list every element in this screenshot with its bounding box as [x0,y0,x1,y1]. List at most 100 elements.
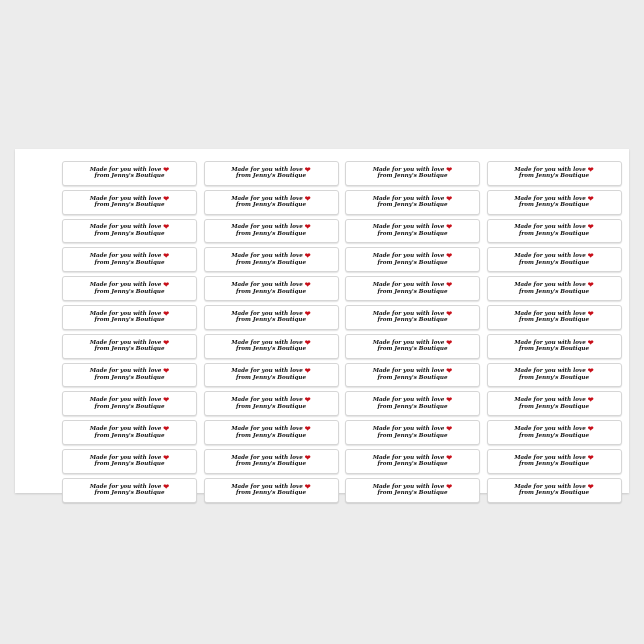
label-line-1: Made for you with love [231,454,303,461]
label: Made for you with love ❤ from Jenny's Bo… [62,247,197,273]
label: Made for you with love ❤ from Jenny's Bo… [345,333,480,359]
heart-icon: ❤ [304,164,311,174]
label-line-2: from Jenny's Boutique [94,461,165,468]
label-line-1-row: Made for you with love ❤ [90,368,169,375]
label-line-1-row: Made for you with love ❤ [231,224,310,231]
label: Made for you with love ❤ from Jenny's Bo… [62,477,197,503]
label: Made for you with love ❤ from Jenny's Bo… [486,189,622,215]
label: Made for you with love ❤ from Jenny's Bo… [203,218,339,244]
heart-icon: ❤ [446,222,453,232]
label-line-1-row: Made for you with love ❤ [231,425,310,433]
label-line-1: Made for you with love [514,281,586,288]
label-line-1-row: Made for you with love ❤ [231,395,311,405]
label-line-1: Made for you with love [372,368,445,375]
label: Made for you with love ❤ from Jenny's Bo… [203,333,339,359]
label-line-1: Made for you with love [89,454,162,461]
label: Made for you with love ❤ from Jenny's Bo… [203,448,339,474]
heart-icon: ❤ [304,279,311,289]
label-line-1-row: Made for you with love ❤ [373,483,452,491]
heart-icon: ❤ [587,308,594,318]
label: Made for you with love ❤ from Jenny's Bo… [203,477,339,503]
label-line-1-row: Made for you with love ❤ [372,454,452,462]
label-line-2: from Jenny's Boutique [235,461,307,468]
label-line-2: from Jenny's Boutique [235,432,307,439]
label-line-1-row: Made for you with love ❤ [373,368,452,375]
label-line-1-row: Made for you with love ❤ [514,337,594,347]
label: Made for you with love ❤ from Jenny's Bo… [345,362,480,388]
label-line-1: Made for you with love [514,166,586,173]
label: Made for you with love ❤ from Jenny's Bo… [203,161,339,186]
label-line-1-row: Made for you with love ❤ [231,483,310,491]
label-line-1: Made for you with love [89,425,162,432]
label-line-1: Made for you with love [514,483,586,490]
heart-icon: ❤ [446,395,453,405]
label-line-2: from Jenny's Boutique [518,490,590,497]
label: Made for you with love ❤ from Jenny's Bo… [486,161,622,186]
label-line-2: from Jenny's Boutique [377,432,448,439]
label-line-1-row: Made for you with love ❤ [514,164,594,174]
label-line-2: from Jenny's Boutique [94,202,165,209]
heart-icon: ❤ [587,164,594,174]
label-line-1-row: Made for you with love ❤ [373,308,453,318]
heart-icon: ❤ [163,308,170,318]
label: Made for you with love ❤ from Jenny's Bo… [62,420,197,445]
label-line-2: from Jenny's Boutique [94,288,165,295]
label: Made for you with love ❤ from Jenny's Bo… [486,391,622,417]
label-line-2: from Jenny's Boutique [377,461,448,468]
label: Made for you with love ❤ from Jenny's Bo… [486,448,622,474]
label-sheet: Made for you with love ❤ from Jenny's Bo… [15,149,629,503]
heart-icon: ❤ [587,337,594,347]
heart-icon: ❤ [163,481,170,491]
label-line-1-row: Made for you with love ❤ [373,166,452,174]
label-line-2: from Jenny's Boutique [377,317,448,324]
label-line-2: from Jenny's Boutique [518,403,590,410]
heart-icon: ❤ [304,395,311,405]
label-line-1: Made for you with love [89,368,162,375]
label-line-1: Made for you with love [89,339,162,346]
label: Made for you with love ❤ from Jenny's Bo… [486,333,622,359]
heart-icon: ❤ [446,308,453,318]
heart-icon: ❤ [304,251,311,261]
label-line-1: Made for you with love [514,425,586,432]
label-line-1-row: Made for you with love ❤ [89,281,169,289]
label: Made for you with love ❤ from Jenny's Bo… [62,448,197,474]
label-line-2: from Jenny's Boutique [518,173,590,180]
label-line-2: from Jenny's Boutique [94,432,165,439]
label: Made for you with love ❤ from Jenny's Bo… [62,161,197,186]
label-line-1-row: Made for you with love ❤ [373,251,453,261]
label-line-1: Made for you with love [231,166,303,173]
label-line-1: Made for you with love [372,339,445,346]
label-line-1-row: Made for you with love ❤ [89,454,169,462]
label: Made for you with love ❤ from Jenny's Bo… [486,276,622,301]
label-line-2: from Jenny's Boutique [377,490,448,497]
label: Made for you with love ❤ from Jenny's Bo… [62,391,197,417]
label-line-1-row: Made for you with love ❤ [231,308,311,318]
label-line-2: from Jenny's Boutique [94,173,165,180]
label-line-1-row: Made for you with love ❤ [231,251,311,261]
label-line-2: from Jenny's Boutique [518,374,590,381]
label-line-1-row: Made for you with love ❤ [373,193,453,203]
label-line-1: Made for you with love [372,454,445,461]
heart-icon: ❤ [587,481,594,491]
label-line-1: Made for you with love [372,397,445,404]
heart-icon: ❤ [304,308,311,318]
label-line-2: from Jenny's Boutique [94,259,165,266]
label-line-2: from Jenny's Boutique [518,461,590,468]
label-line-2: from Jenny's Boutique [94,346,165,353]
heart-icon: ❤ [446,193,453,203]
heart-icon: ❤ [587,251,594,261]
label-line-1-row: Made for you with love ❤ [372,395,453,405]
label-line-1: Made for you with love [89,281,162,288]
label-line-1: Made for you with love [89,166,162,173]
heart-icon: ❤ [446,251,453,261]
label-line-1: Made for you with love [231,425,303,432]
label: Made for you with love ❤ from Jenny's Bo… [345,420,480,445]
label-line-1: Made for you with love [231,397,303,404]
label-line-1: Made for you with love [89,483,162,490]
heart-icon: ❤ [163,251,170,261]
label-line-1: Made for you with love [372,224,445,231]
label-line-1: Made for you with love [514,310,586,317]
label-line-2: from Jenny's Boutique [235,374,307,381]
label-line-2: from Jenny's Boutique [377,230,448,237]
heart-icon: ❤ [587,279,594,289]
